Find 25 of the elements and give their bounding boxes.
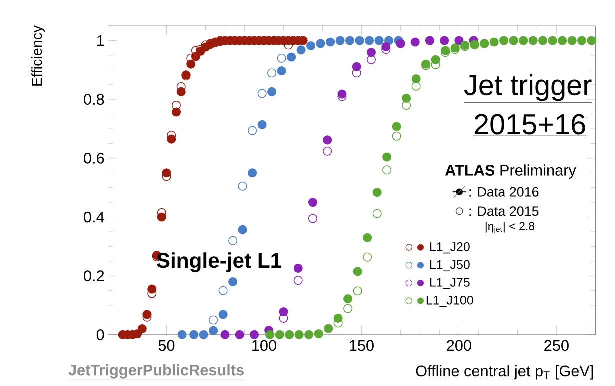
x-tick-label: 50 (158, 340, 175, 352)
annotation: : Data 2016 (470, 187, 539, 197)
annotation: Single-jet L1 (156, 252, 282, 272)
legend-label: L1_J75 (430, 278, 470, 290)
x-tick-label: 200 (447, 340, 472, 352)
annotation: |η$_{jet}$| < 2.8 (486, 222, 535, 234)
text: Jet trigger (464, 74, 592, 102)
y-tick-label: 0.2 (84, 270, 104, 282)
text: 2015+16 (474, 114, 586, 135)
text: JetTriggerPublicResults (68, 364, 244, 379)
x-tick-label: 250 (544, 340, 569, 352)
x-axis-title: Offline central jet p$_{T}$ [GeV] (416, 365, 594, 380)
annotation: ATLAS Preliminary (445, 164, 576, 179)
y-tick-label: 0.4 (84, 212, 104, 223)
y-tick-label: 1 (97, 35, 104, 46)
legend-label: L1_J50 (430, 260, 470, 272)
y-tick-label: 0.8 (84, 94, 104, 105)
y-axis-title: Efficiency (32, 26, 45, 86)
y-tick-label: 0 (96, 329, 104, 340)
legend-label: L1_J20 (430, 242, 470, 254)
x-tick-label: 150 (350, 340, 374, 352)
y-tick-label: 0.6 (84, 152, 104, 164)
legend-label: L1_J100 (426, 296, 474, 308)
x-tick-label: 100 (252, 340, 276, 352)
annotation: : Data 2015 (470, 206, 539, 216)
